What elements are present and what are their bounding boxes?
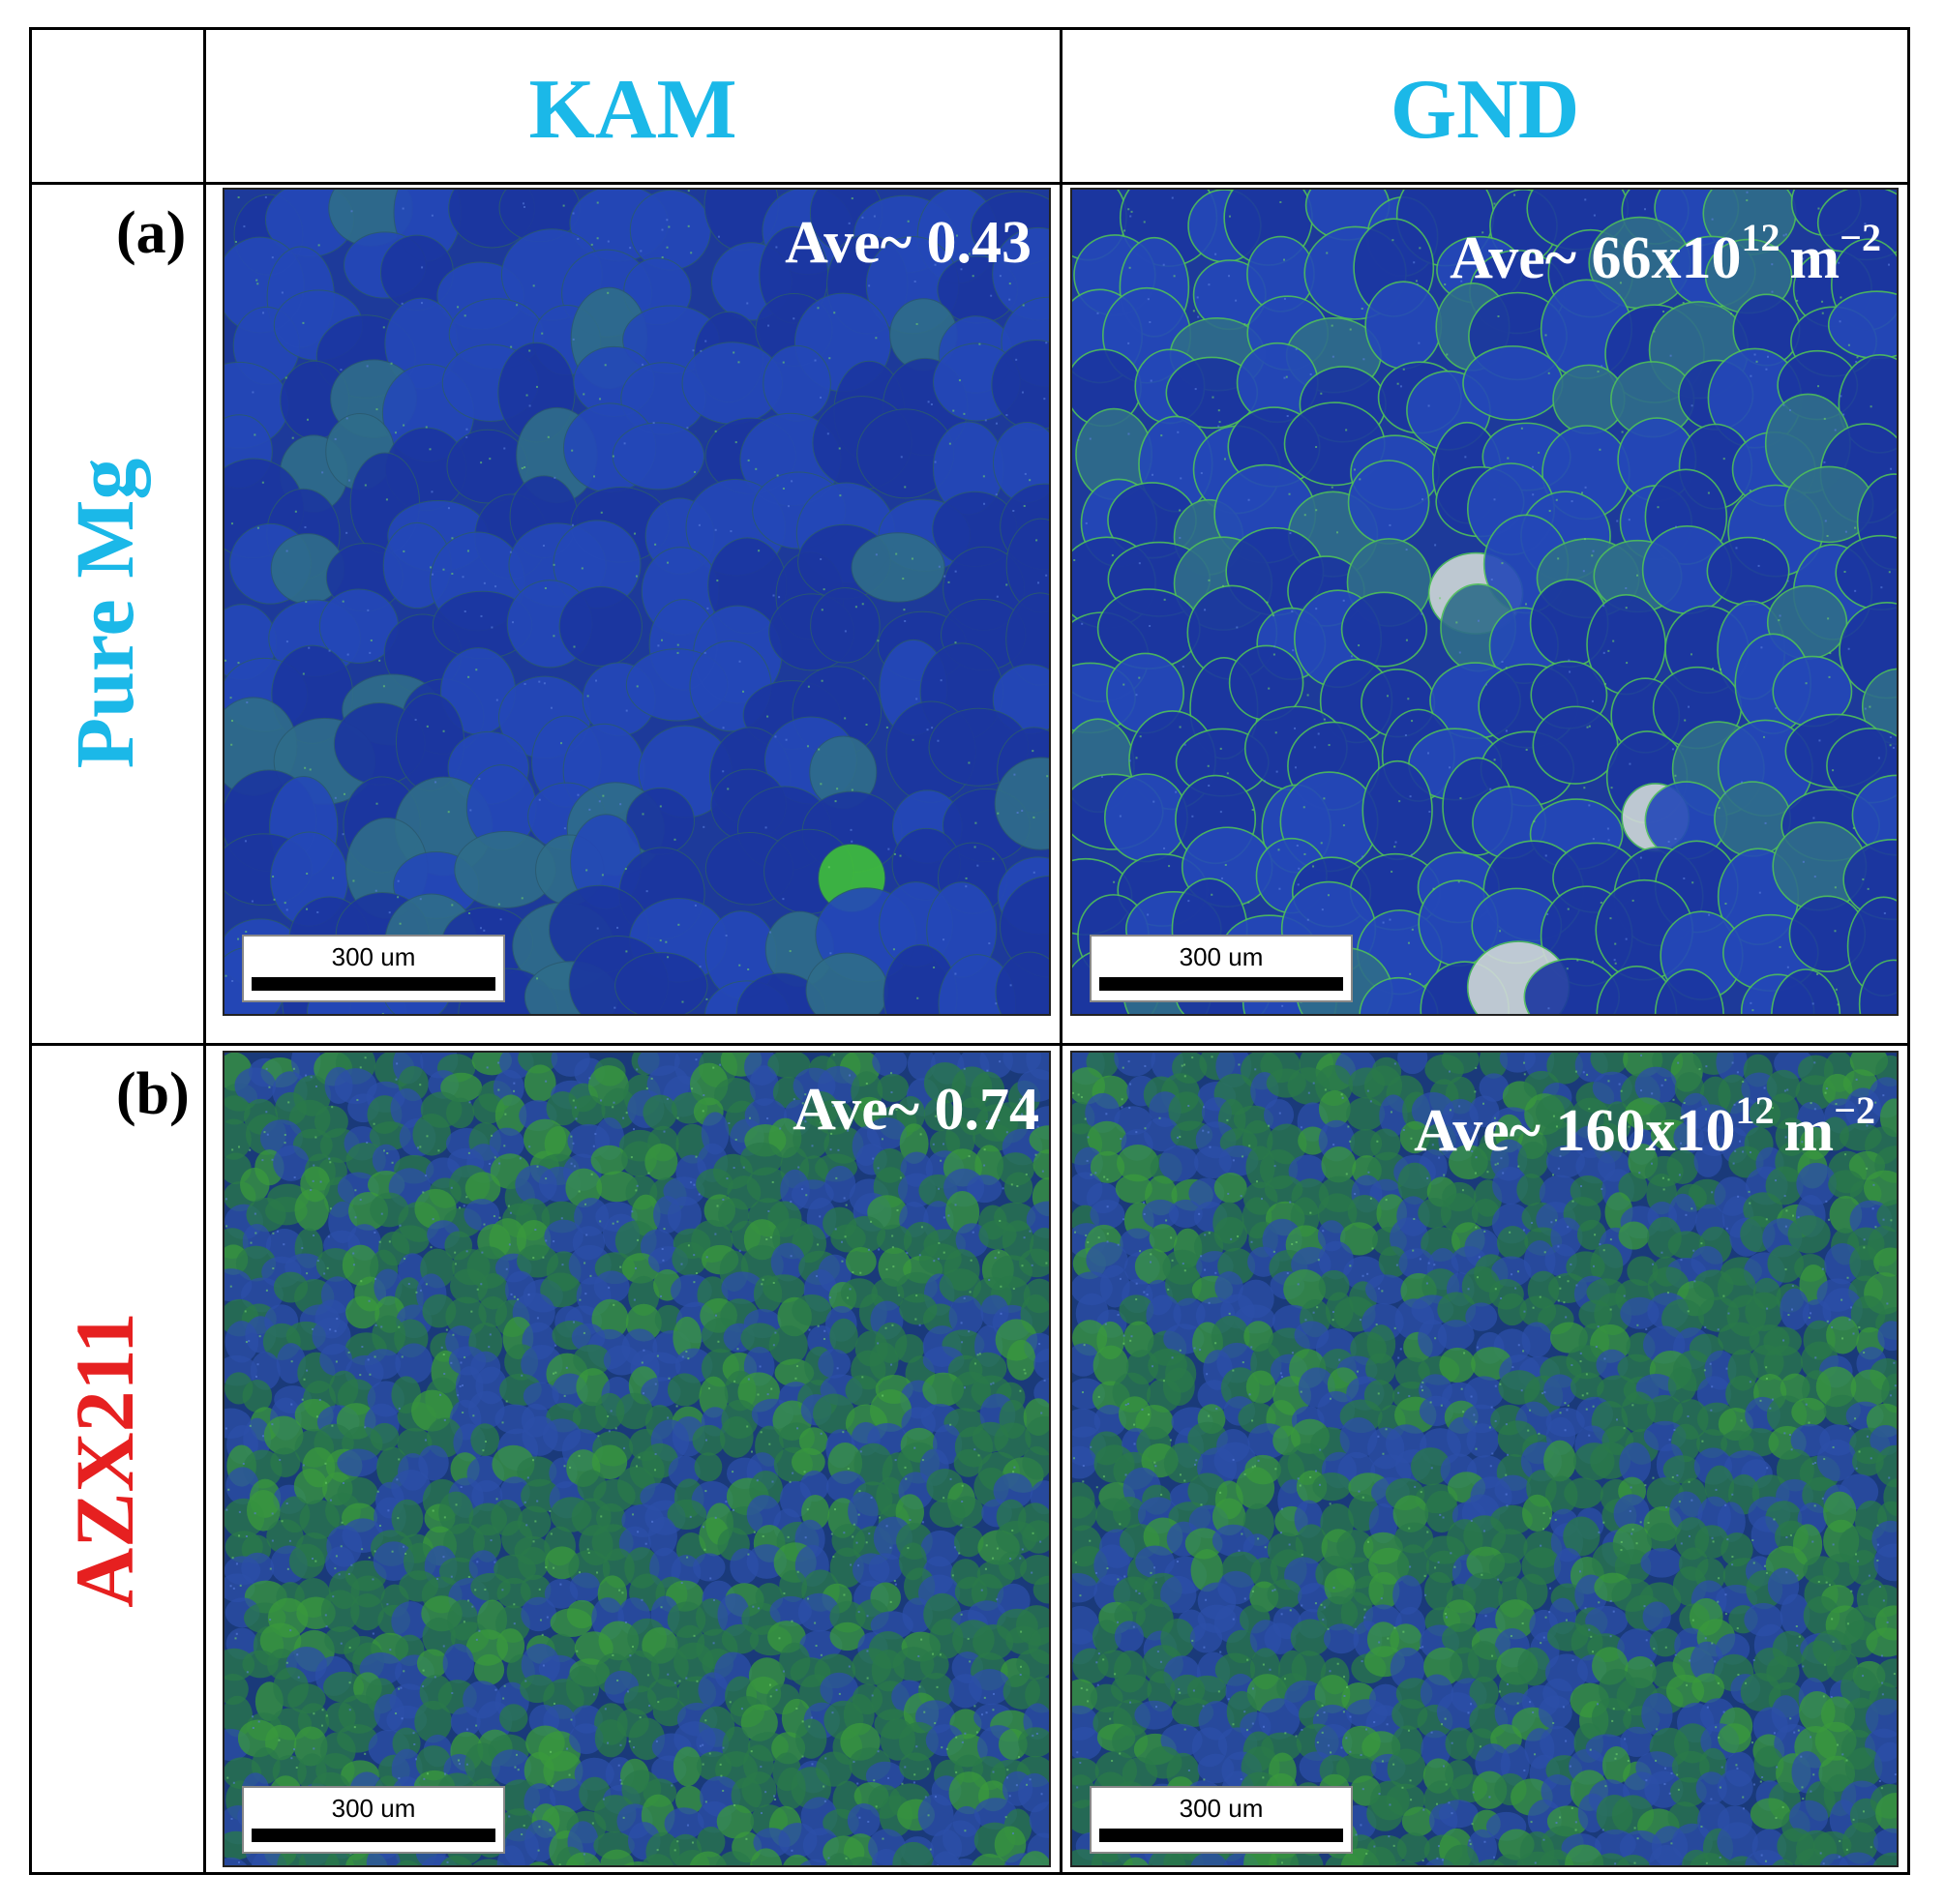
scale-bar-line [1099,1829,1343,1842]
kam-average-label: Ave~ 0.74 [793,1080,1039,1140]
kam-average-label: Ave~ 0.43 [785,213,1032,273]
scale-bar-label: 300 um [331,942,416,971]
kam-map-pure-mg: Ave~ 0.43 300 um [223,188,1051,1016]
gnd-average-label: Ave~ 160x1012 m−2 [1414,1091,1875,1164]
gnd-average-exponent: 12 [1741,216,1780,259]
ave-prefix: Ave~ [1450,225,1592,291]
header-divider [29,182,1910,185]
ave-prefix: Ave~ [793,1077,935,1143]
scale-bar: 300 um [242,935,505,1002]
gnd-unit-exponent: −2 [1834,1088,1875,1132]
ave-prefix: Ave~ [1414,1098,1556,1164]
scale-bar-line [252,1829,495,1842]
kam-average-value: 0.74 [934,1077,1040,1143]
scale-bar-line [1099,977,1343,991]
row-tag-b: (b) [116,1061,190,1127]
row-label-azx211: AZX211 [58,1312,151,1608]
gnd-average-mantissa: 160x10 [1555,1098,1736,1164]
row-tag-a: (a) [116,200,187,266]
table-border-top [29,27,1910,30]
scale-bar-label: 300 um [1179,1794,1264,1823]
gnd-unit-exponent: −2 [1840,216,1881,259]
scale-bar-label: 300 um [1179,942,1264,971]
gnd-map-image [1072,1053,1897,1865]
column-divider [1060,27,1062,1875]
table-border-bottom [29,1872,1910,1875]
scale-bar-line [252,977,495,991]
kam-header: KAM [528,63,737,157]
label-column-divider [203,27,206,1875]
row-label-pure-mg: Pure Mg [58,458,151,769]
kam-map-azx211: Ave~ 0.74 300 um [223,1051,1051,1867]
gnd-unit: m [1783,1098,1835,1164]
gnd-map-pure-mg: Ave~ 66x1012 m−2 300 um [1070,188,1899,1016]
kam-map-image [224,1053,1049,1865]
scale-bar-label: 300 um [331,1794,416,1823]
gnd-map-image [1072,190,1897,1014]
gnd-unit: m [1789,225,1840,291]
gnd-average-exponent: 12 [1735,1088,1775,1132]
gnd-average-mantissa: 66x10 [1591,225,1742,291]
gnd-average-label: Ave~ 66x1012 m−2 [1450,219,1881,291]
ave-prefix: Ave~ [785,210,927,276]
row-divider [29,1043,1910,1046]
scale-bar: 300 um [1090,935,1353,1002]
gnd-header: GND [1390,63,1580,157]
gnd-map-azx211: Ave~ 160x1012 m−2 300 um [1070,1051,1899,1867]
kam-map-image [224,190,1049,1014]
scale-bar: 300 um [242,1786,505,1854]
table-border-left [29,27,32,1875]
figure-table: KAM GND Pure Mg AZX211 (a) (b) Ave~ 0.43… [29,27,1910,1875]
scale-bar: 300 um [1090,1786,1353,1854]
kam-average-value: 0.43 [926,210,1032,276]
table-border-right [1907,27,1910,1875]
